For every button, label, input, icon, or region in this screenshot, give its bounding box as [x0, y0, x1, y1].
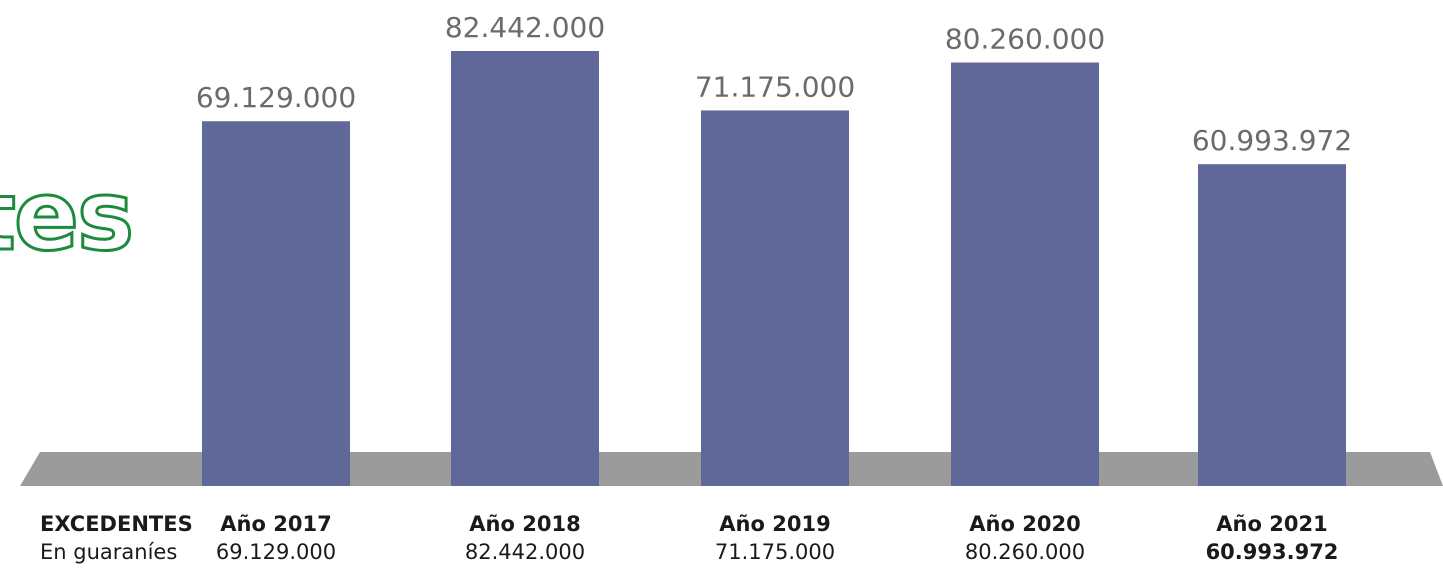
bar-chart: 69.129.000 82.442.000 71.175.000 80.260.000… [20, 11, 1443, 486]
table-year-2017: Año 2017 [220, 512, 332, 536]
bar-4 [951, 62, 1099, 486]
value-label-5: 60.993.972 [1192, 124, 1352, 157]
partial-heading-text: tes [0, 160, 136, 272]
value-label-3: 71.175.000 [695, 70, 855, 103]
table-year-2018: Año 2018 [469, 512, 581, 536]
data-table: EXCEDENTES En guaraníes Año 2017 69.129.… [0, 507, 1443, 569]
bar-series [202, 51, 1346, 486]
value-label-1: 69.129.000 [196, 81, 356, 114]
table-header-excedentes: EXCEDENTES [40, 512, 193, 536]
table-value-2021: 60.993.972 [1205, 540, 1339, 564]
table-year-2021: Año 2021 [1216, 512, 1328, 536]
table-year-2019: Año 2019 [719, 512, 831, 536]
table-year-2020: Año 2020 [969, 512, 1081, 536]
table-value-2020: 80.260.000 [964, 540, 1086, 564]
bar-2 [451, 51, 599, 486]
bar-3 [701, 110, 849, 486]
table-row-label: En guaraníes [40, 540, 178, 564]
table-value-2017: 69.129.000 [215, 540, 337, 564]
bar-1 [202, 121, 350, 486]
table-value-2018: 82.442.000 [464, 540, 586, 564]
value-label-4: 80.260.000 [945, 23, 1105, 56]
bar-5 [1198, 164, 1346, 486]
value-label-2: 82.442.000 [445, 11, 605, 44]
value-labels: 69.129.000 82.442.000 71.175.000 80.260.000… [196, 11, 1352, 157]
table-value-2019: 71.175.000 [714, 540, 836, 564]
